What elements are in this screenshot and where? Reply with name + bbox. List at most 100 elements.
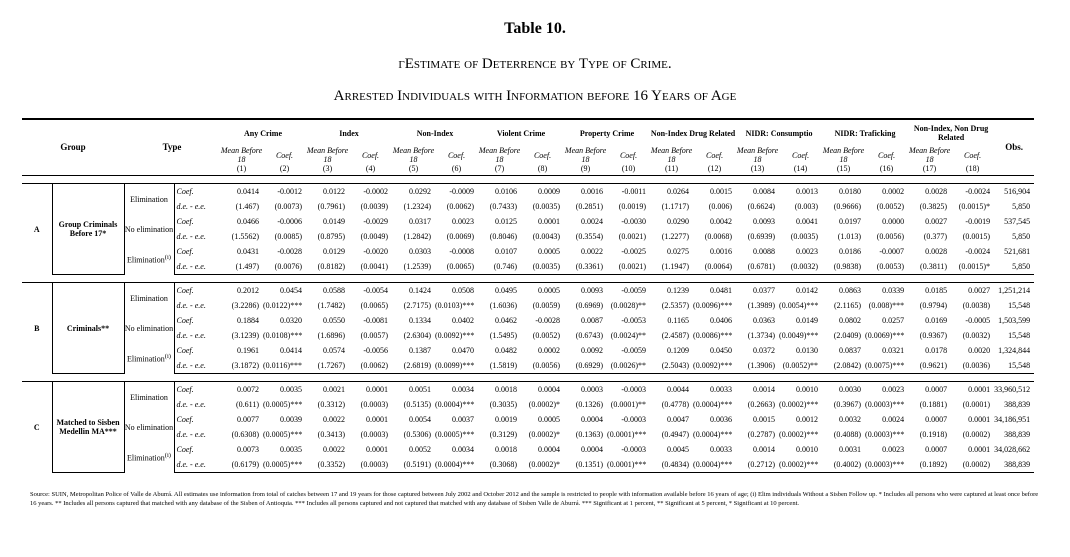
value-cell: 0.0303 xyxy=(409,247,431,256)
value-cell: (0.611) xyxy=(235,400,259,409)
value-cell: 0.0007 xyxy=(925,445,948,454)
value-cell: 0.1165 xyxy=(667,316,690,325)
type-cell: Elimination(i) xyxy=(124,244,174,275)
column-group: Violent Crime xyxy=(478,118,565,146)
value-cell: (0.3811) xyxy=(908,259,952,275)
type-cell: Elimination(i) xyxy=(124,343,174,374)
value-cell: 0.0377 xyxy=(736,282,780,298)
value-cell: 0.0004 xyxy=(521,381,565,397)
column-number: (15) xyxy=(822,164,866,176)
obs-cell: 516,904 xyxy=(994,183,1035,199)
value-cell: 0.0574 xyxy=(323,346,345,355)
line-label: Coef. xyxy=(173,282,220,298)
value-cell: 0.0001 xyxy=(968,445,991,454)
value-cell: 0.0045 xyxy=(667,445,690,454)
column-group: Non-Index xyxy=(392,118,479,146)
value-cell: -0.0019 xyxy=(965,217,991,226)
type-label: Elimination xyxy=(126,355,165,365)
value-cell: (0.0068) xyxy=(704,232,733,241)
value-cell: 0.0180 xyxy=(822,183,866,199)
value-cell: (0.0092)*** xyxy=(693,358,737,374)
separator xyxy=(22,176,1034,184)
value-cell: (1.1717) xyxy=(661,202,690,211)
line-label: d.e. - e.e. xyxy=(173,298,220,313)
value-cell: -0.0054 xyxy=(349,282,392,298)
value-cell: -0.0053 xyxy=(621,316,647,325)
value-cell: 0.0402 xyxy=(452,316,475,325)
line-label: Coef. xyxy=(173,183,220,199)
value-cell: -0.0024 xyxy=(965,247,991,256)
value-cell: (0.3129) xyxy=(489,430,518,439)
value-cell: (1.3734) xyxy=(747,331,776,340)
value-cell: 0.0031 xyxy=(839,445,862,454)
line-label: Coef. xyxy=(173,442,220,457)
value-cell: 0.0027 xyxy=(925,217,948,226)
mean-header: Mean Before 18 xyxy=(650,146,693,164)
value-cell: (2.4587) xyxy=(661,331,690,340)
panel-letter: C xyxy=(22,381,52,473)
value-cell: (0.1918) xyxy=(919,430,948,439)
value-cell: -0.0003 xyxy=(621,445,647,454)
value-cell: (2.5043) xyxy=(650,358,694,374)
value-cell: (0.0038) xyxy=(962,301,991,310)
value-cell: 0.0022 xyxy=(323,445,345,454)
value-cell: 0.0092 xyxy=(581,346,604,355)
panel-letter: B xyxy=(22,282,52,374)
column-number: (1) xyxy=(220,164,263,176)
mean-header: Mean Before 18 xyxy=(564,146,607,164)
value-cell: (0.3825) xyxy=(919,202,948,211)
value-cell: -0.0059 xyxy=(621,346,647,355)
value-cell: 0.0550 xyxy=(323,316,345,325)
value-cell: -0.0009 xyxy=(435,183,479,199)
value-cell: 0.0431 xyxy=(237,247,259,256)
value-cell: 0.0004 xyxy=(581,445,604,454)
panel-group: Criminals** xyxy=(51,282,125,374)
value-cell: (0.0064) xyxy=(693,259,737,275)
panel-group: Group Criminals Before 17* xyxy=(51,183,125,275)
type-label: Elimination xyxy=(130,194,168,204)
type-note: (i) xyxy=(164,353,172,361)
value-cell: 0.0001 xyxy=(538,217,561,226)
value-cell: (0.0108)*** xyxy=(263,331,303,340)
value-cell: (0.1351) xyxy=(564,457,608,473)
value-cell: (0.3361) xyxy=(564,259,608,275)
header-row: Mean Before 18 Coef. Mean Before 18 Coef. Me… xyxy=(22,146,1034,164)
value-cell: 0.1424 xyxy=(392,282,435,298)
value-cell: (0.2851) xyxy=(575,202,604,211)
value-cell: (0.0035) xyxy=(532,202,561,211)
value-cell: 0.0033 xyxy=(693,381,737,397)
type-label: Elimination xyxy=(130,392,168,402)
data-row: d.e. - e.e. (1.5562) (0.0085) (0.8795) (0.00… xyxy=(22,229,1034,244)
value-cell: (0.3035) xyxy=(489,400,518,409)
value-cell: 0.0292 xyxy=(392,183,435,199)
value-cell: 0.0016 xyxy=(564,183,608,199)
value-cell: (2.0842) xyxy=(822,358,866,374)
type-cell: No elimination xyxy=(124,214,174,244)
value-cell: (0.5306) xyxy=(403,430,431,439)
column-number: (3) xyxy=(306,164,349,176)
value-cell: (0.7433) xyxy=(489,202,518,211)
data-row: B Criminals** Elimination Coef. 0.2012 0.0454… xyxy=(22,282,1035,374)
obs-cell: 33,960,512 xyxy=(994,381,1035,397)
obs-cell: 34,028,662 xyxy=(994,445,1031,454)
data-row: d.e. - e.e. (0.6179) (0.0005)*** (0.3352) (0… xyxy=(22,457,1035,473)
column-number: (14) xyxy=(779,164,823,176)
value-cell: 0.0004 xyxy=(538,445,561,454)
value-cell: 0.0014 xyxy=(736,381,780,397)
value-cell: (1.5819) xyxy=(478,358,522,374)
value-cell: -0.0008 xyxy=(449,247,475,256)
value-cell: 0.0028 xyxy=(925,247,948,256)
column-number: (12) xyxy=(693,164,737,176)
obs-cell: 1,503,599 xyxy=(998,316,1031,325)
value-cell: (0.0005)*** xyxy=(263,400,303,409)
value-cell: 0.0052 xyxy=(409,445,431,454)
value-cell: (0.1326) xyxy=(575,400,604,409)
value-cell: (0.0002)* xyxy=(521,457,565,473)
value-cell: (2.7175) xyxy=(403,301,431,310)
value-cell: 0.0027 xyxy=(951,282,995,298)
value-cell: (0.0065) xyxy=(360,301,388,310)
value-cell: (0.0043) xyxy=(532,232,561,241)
value-cell: (0.0003) xyxy=(349,457,392,473)
value-cell: -0.0059 xyxy=(607,282,651,298)
value-cell: (0.0001)*** xyxy=(607,457,651,473)
